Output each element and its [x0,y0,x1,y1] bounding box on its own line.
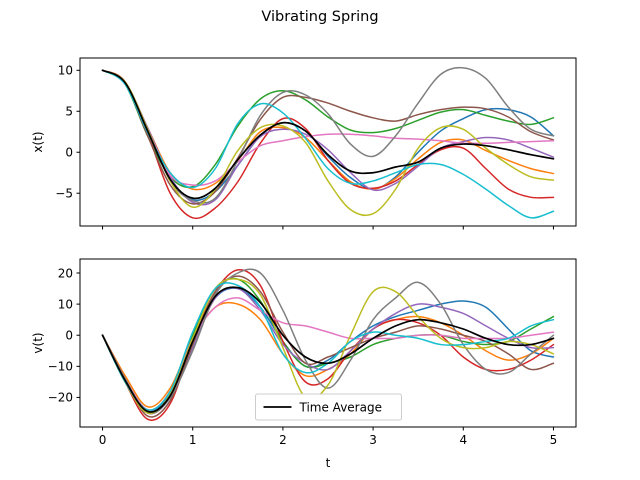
x-tick-label: 4 [459,433,467,447]
y-tick-label: −5 [55,187,73,201]
legend-label: Time Average [299,401,382,415]
y-tick-label: −10 [48,360,73,374]
x-axis-label: t [326,456,331,470]
trajectory-line-8 [101,66,555,204]
bottom-subplot-v: 0 1 2 3 4 5 −20 −10 0 10 20 v(t) t Time Average [31,258,577,470]
top-subplot-x: −5 0 5 10 x(t) [31,57,577,230]
y-tick-label: 10 [58,64,73,78]
x-tick-label: 0 [99,433,107,447]
trajectory-line-10 [101,282,555,411]
legend: Time Average [255,393,402,421]
x-tick-label: 1 [189,433,197,447]
legend-box [255,393,402,421]
chart-title: Vibrating Spring [261,9,378,25]
x-tick-label: 5 [550,433,558,447]
trajectory-line-8 [101,268,555,415]
trajectory-line-9 [101,278,555,415]
trajectory-line-4 [101,69,555,220]
y-tick-label: −20 [48,391,73,405]
axes-frame [79,57,577,227]
x-tick-label: 2 [279,433,287,447]
trajectory-line-7 [101,69,555,187]
trajectory-line-3 [101,69,555,188]
time-average-line [101,286,555,413]
y-axis-label: v(t) [31,332,45,353]
y-tick-label: 20 [58,266,73,280]
time-average-line [101,69,555,200]
trajectory-line-6 [101,69,555,205]
trajectory-line-9 [101,69,555,217]
trajectory-line-10 [101,69,555,219]
series-group [101,268,555,421]
x-tick-label: 3 [369,433,377,447]
y-tick-label: 10 [58,297,73,311]
series-group [101,66,555,220]
y-tick-label: 5 [65,105,73,119]
y-tick-label: 0 [65,146,73,160]
axes-frame [79,258,577,428]
y-tick-label: 0 [65,329,73,343]
y-axis-label: x(t) [31,131,45,152]
